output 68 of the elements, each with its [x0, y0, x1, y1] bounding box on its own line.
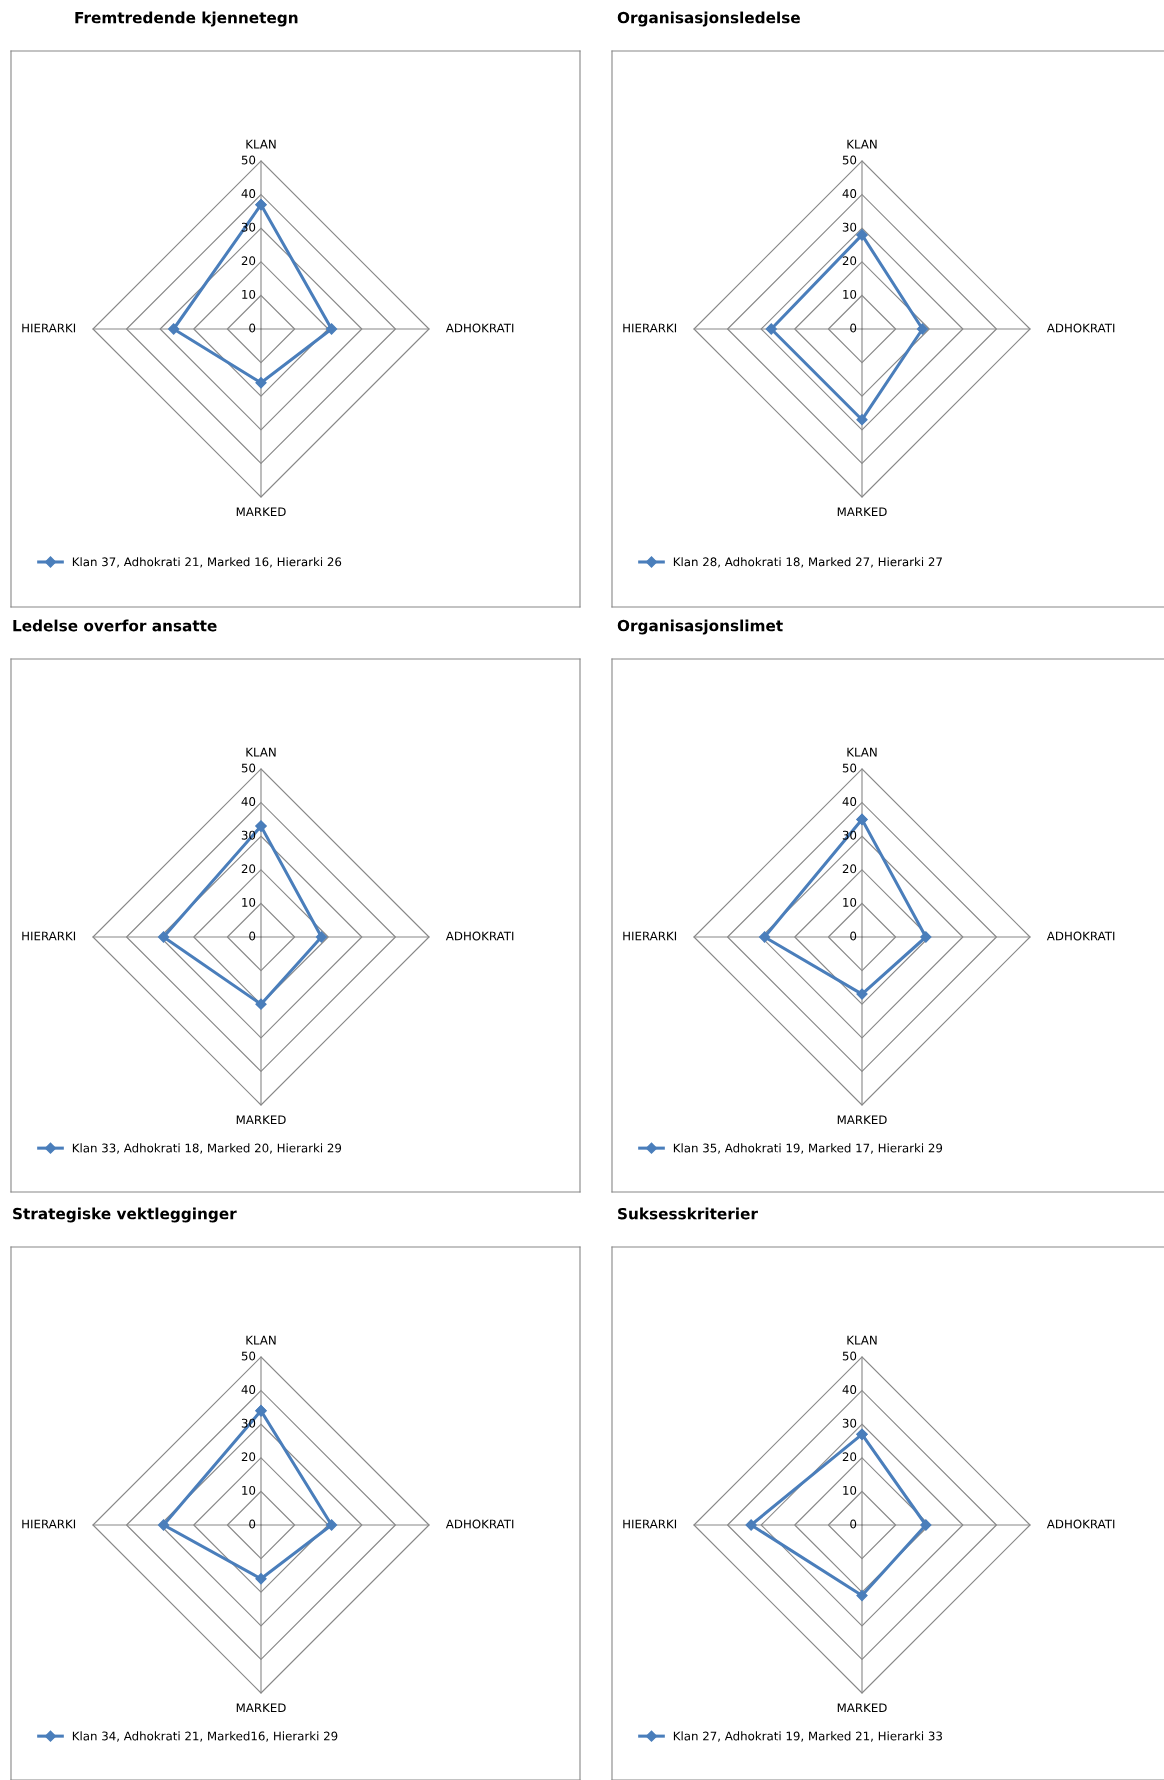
- y-tick-label: 50: [241, 1351, 256, 1361]
- spoke-label: KLAN: [847, 139, 877, 149]
- y-tick-label: 20: [842, 256, 857, 266]
- spoke-label: KLAN: [246, 139, 276, 149]
- legend-label: Klan 33, Adhokrati 18, Marked 20, Hierarki 29: [72, 1143, 342, 1154]
- y-tick-label: 20: [241, 1452, 256, 1462]
- chart-title: Ledelse overfor ansatte: [13, 619, 217, 632]
- spoke-label: HIERARKI: [22, 323, 76, 333]
- spoke-label: MARKED: [236, 507, 286, 517]
- chart-title: Suksesskriterier: [618, 1207, 758, 1220]
- spoke-label: MARKED: [236, 1115, 286, 1125]
- spoke-label: HIERARKI: [623, 931, 677, 941]
- spoke-label: KLAN: [246, 747, 276, 757]
- spoke-label: ADHOKRATI: [1046, 931, 1115, 941]
- y-tick-label: 0: [850, 931, 857, 941]
- y-tick-label: 10: [242, 1485, 256, 1495]
- y-tick-label: 0: [249, 323, 256, 333]
- spoke-label: MARKED: [837, 1703, 887, 1713]
- y-tick-label: 0: [850, 323, 857, 333]
- spoke-label: KLAN: [847, 747, 877, 757]
- chart-title: Strategiske vektlegginger: [13, 1207, 237, 1223]
- y-tick-label: 0: [249, 1519, 256, 1529]
- spoke-label: ADHOKRATI: [1046, 1519, 1115, 1529]
- y-tick-label: 50: [241, 763, 256, 773]
- legend-label: Klan 34, Adhokrati 21, Marked16, Hierarki 29: [72, 1731, 338, 1742]
- y-tick-label: 50: [842, 763, 857, 773]
- y-tick-label: 20: [842, 1452, 857, 1462]
- spoke-label: HIERARKI: [623, 1519, 677, 1529]
- y-tick-label: 10: [843, 1485, 857, 1495]
- y-tick-label: 20: [241, 256, 256, 266]
- spoke-label: MARKED: [236, 1703, 286, 1713]
- y-tick-label: 50: [842, 155, 857, 165]
- y-tick-label: 50: [842, 1351, 857, 1361]
- y-tick-label: 0: [249, 931, 256, 941]
- chart-title: Organisasjonsledelse: [617, 11, 800, 27]
- spoke-label: ADHOKRATI: [445, 931, 514, 941]
- y-tick-label: 40: [241, 797, 256, 807]
- y-tick-label: 40: [842, 1385, 857, 1395]
- legend-label: Klan 28, Adhokrati 18, Marked 27, Hierarki 27: [673, 557, 942, 568]
- legend-label: Klan 35, Adhokrati 19, Marked 17, Hierarki 29: [673, 1143, 943, 1154]
- spoke-label: ADHOKRATI: [445, 323, 514, 333]
- y-tick-label: 40: [842, 189, 857, 199]
- spoke-label: ADHOKRATI: [1046, 323, 1115, 333]
- y-tick-label: 10: [242, 289, 256, 299]
- y-tick-label: 30: [842, 222, 857, 232]
- spoke-label: HIERARKI: [22, 931, 76, 941]
- spoke-label: KLAN: [246, 1335, 276, 1345]
- y-tick-label: 20: [842, 864, 857, 874]
- spoke-label: ADHOKRATI: [445, 1519, 514, 1529]
- y-tick-label: 40: [241, 189, 256, 199]
- y-tick-label: 30: [842, 1418, 857, 1428]
- chart-title: Fremtredende kjennetegn: [75, 11, 298, 27]
- y-tick-label: 40: [842, 797, 857, 807]
- y-tick-label: 0: [850, 1519, 857, 1529]
- y-tick-label: 20: [241, 864, 256, 874]
- legend-label: Klan 37, Adhokrati 21, Marked 16, Hierarki 26: [72, 557, 342, 568]
- y-tick-label: 10: [242, 897, 256, 907]
- chart-title: Organisasjonslimet: [617, 619, 783, 635]
- spoke-label: KLAN: [847, 1335, 877, 1345]
- spoke-label: HIERARKI: [22, 1519, 76, 1529]
- y-tick-label: 10: [843, 289, 857, 299]
- legend-label: Klan 27, Adhokrati 19, Marked 21, Hierarki 33: [673, 1731, 942, 1742]
- y-tick-label: 10: [843, 897, 857, 907]
- y-tick-label: 50: [241, 155, 256, 165]
- spoke-label: MARKED: [837, 507, 887, 517]
- y-tick-label: 40: [241, 1385, 256, 1395]
- spoke-label: HIERARKI: [623, 323, 677, 333]
- spoke-label: MARKED: [837, 1115, 887, 1125]
